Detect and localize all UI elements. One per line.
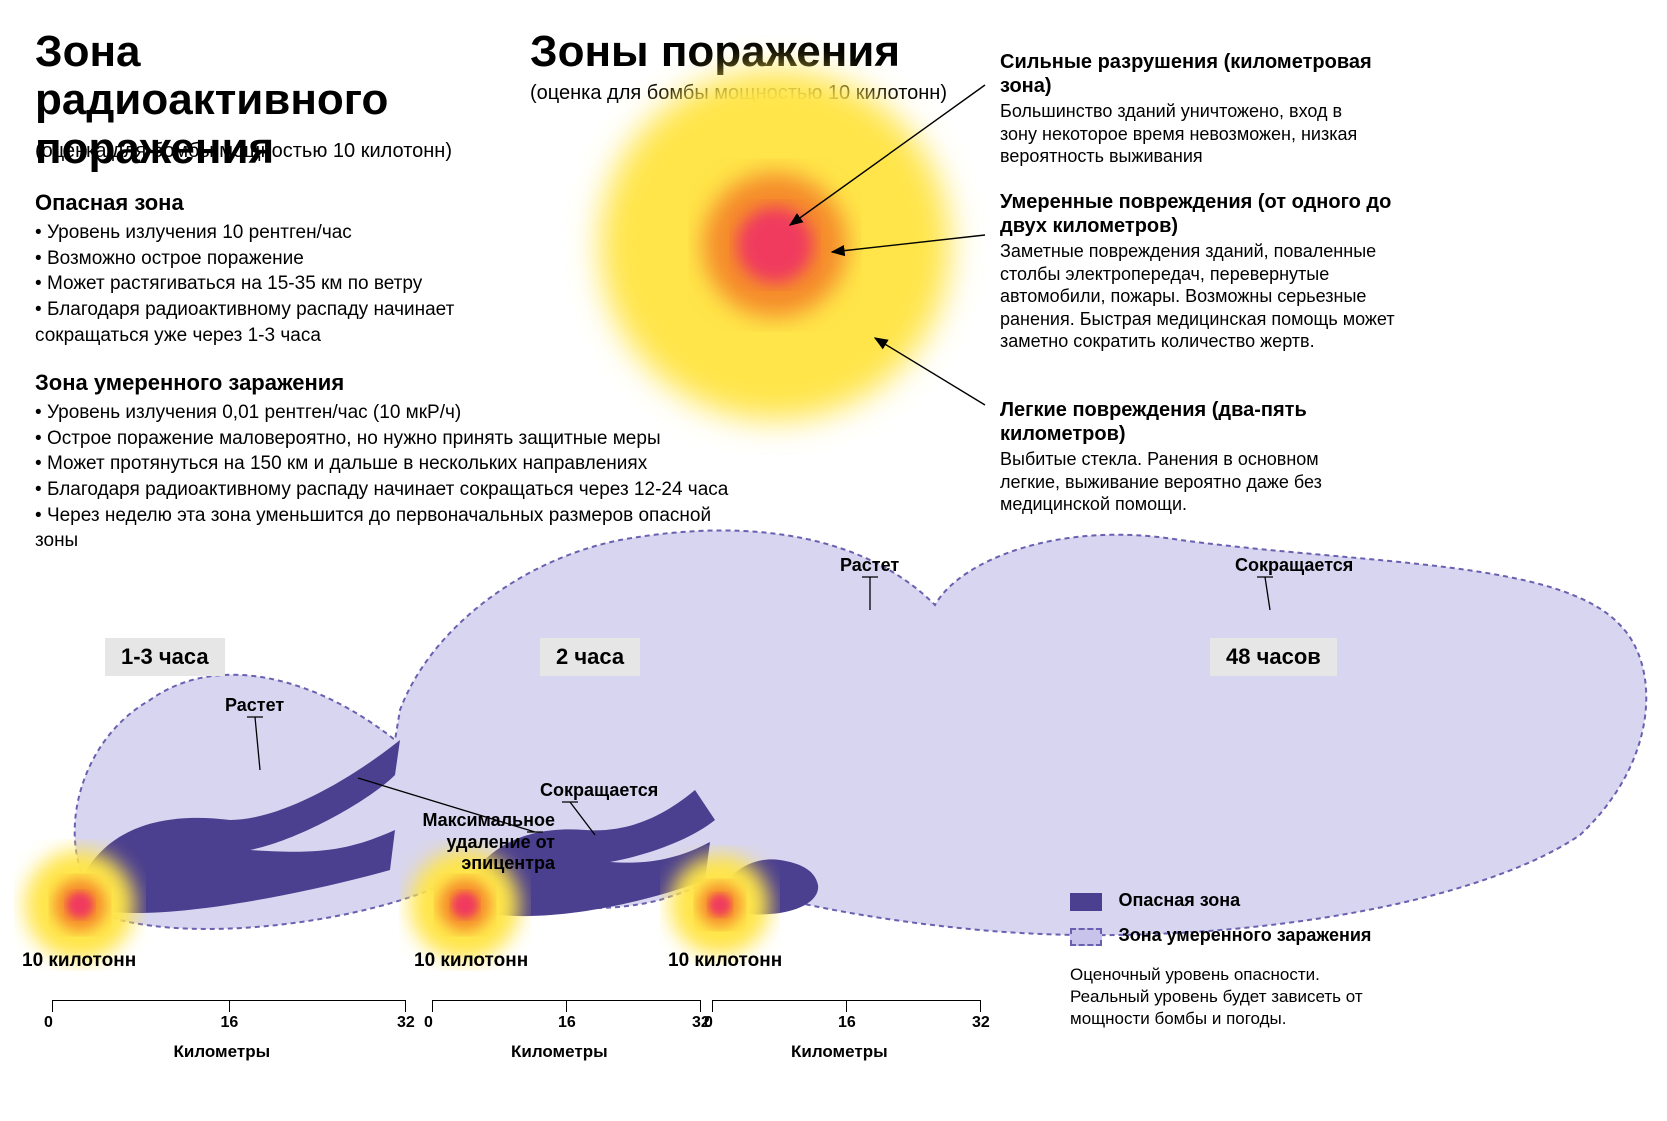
callout-text: Сокращается: [540, 780, 658, 802]
axis-unit: Километры: [174, 1042, 271, 1062]
axis-tick-label: 16: [221, 1014, 239, 1032]
yield-label: 10 килотонн: [22, 950, 136, 972]
axis-unit: Километры: [791, 1042, 888, 1062]
legend-row-1: Зона умеренного заражения: [1070, 925, 1400, 946]
axis-tick-label: 32: [397, 1014, 415, 1032]
time-badge: 2 часа: [540, 638, 640, 676]
axis-unit: Километры: [511, 1042, 608, 1062]
callout-text: Сокращается: [1235, 555, 1353, 577]
yield-label: 10 килотонн: [414, 950, 528, 972]
callout-text: Растет: [225, 695, 284, 717]
callout-text: Максимальное удаление от эпицентра: [385, 810, 555, 875]
time-badge: 1-3 часа: [105, 638, 225, 676]
axis-tick-label: 0: [704, 1014, 713, 1032]
axis-tick-label: 0: [44, 1014, 53, 1032]
legend-row-0: Опасная зона: [1070, 890, 1400, 911]
axis-tick-label: 16: [558, 1014, 576, 1032]
fallout-svg: [0, 0, 1667, 1121]
yield-label: 10 килотонн: [668, 950, 782, 972]
callout-text: Растет: [840, 555, 899, 577]
axis-tick-label: 32: [972, 1014, 990, 1032]
time-badge: 48 часов: [1210, 638, 1337, 676]
legend-swatch-danger: [1070, 893, 1102, 911]
axis-tick-label: 0: [424, 1014, 433, 1032]
legend-swatch-moderate: [1070, 928, 1102, 946]
legend-footnote: Оценочный уровень опасности. Реальный ур…: [1070, 964, 1400, 1030]
axis-tick-label: 16: [838, 1014, 856, 1032]
